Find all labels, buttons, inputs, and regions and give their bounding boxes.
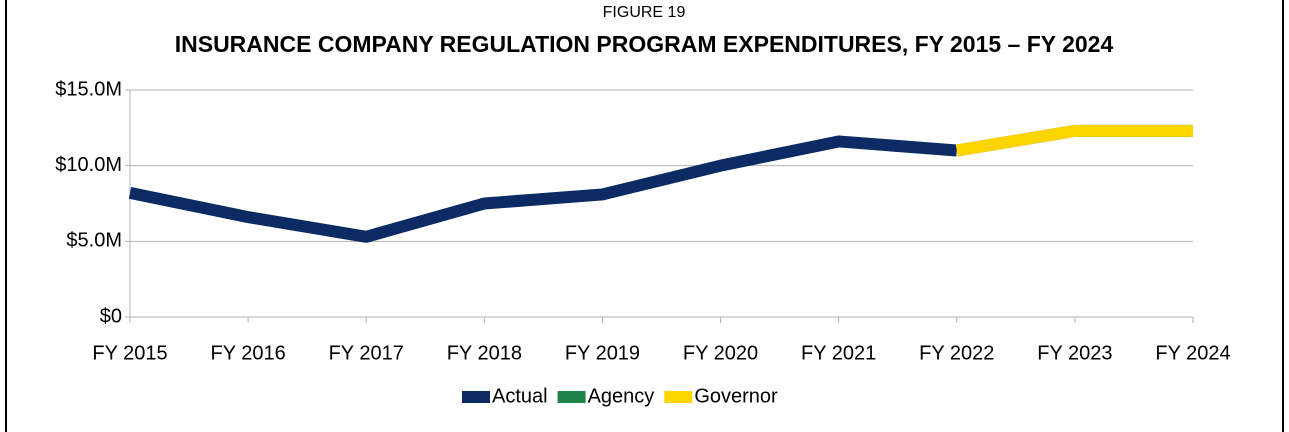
- series-line: [955, 124, 1193, 157]
- x-tick-label: FY 2017: [329, 342, 404, 364]
- y-tick-label: $10.0M: [55, 154, 122, 176]
- x-tick-label: FY 2021: [801, 342, 876, 364]
- y-tick-label: $5.0M: [66, 230, 122, 252]
- x-tick-label: FY 2020: [683, 342, 758, 364]
- chart-supertitle: FIGURE 19: [603, 4, 686, 21]
- legend-swatch: [462, 391, 490, 403]
- legend-swatch: [557, 391, 586, 403]
- legend-label: Agency: [588, 385, 655, 407]
- series-line: [128, 135, 958, 243]
- legend-label: Governor: [694, 385, 778, 407]
- x-tick-label: FY 2015: [92, 342, 167, 364]
- frame: [5, 0, 1284, 432]
- chart-title: INSURANCE COMPANY REGULATION PROGRAM EXP…: [175, 31, 1114, 57]
- x-tick-label: FY 2019: [565, 342, 640, 364]
- x-tick-label: FY 2024: [1155, 342, 1230, 364]
- y-tick-label: $15.0M: [55, 78, 122, 100]
- legend-swatch: [664, 391, 693, 403]
- x-tick-label: FY 2016: [210, 342, 285, 364]
- y-tick-label: $0: [100, 305, 122, 327]
- x-tick-label: FY 2023: [1037, 342, 1112, 364]
- x-tick-label: FY 2022: [919, 342, 994, 364]
- x-tick-label: FY 2018: [447, 342, 522, 364]
- legend-label: Actual: [492, 385, 548, 407]
